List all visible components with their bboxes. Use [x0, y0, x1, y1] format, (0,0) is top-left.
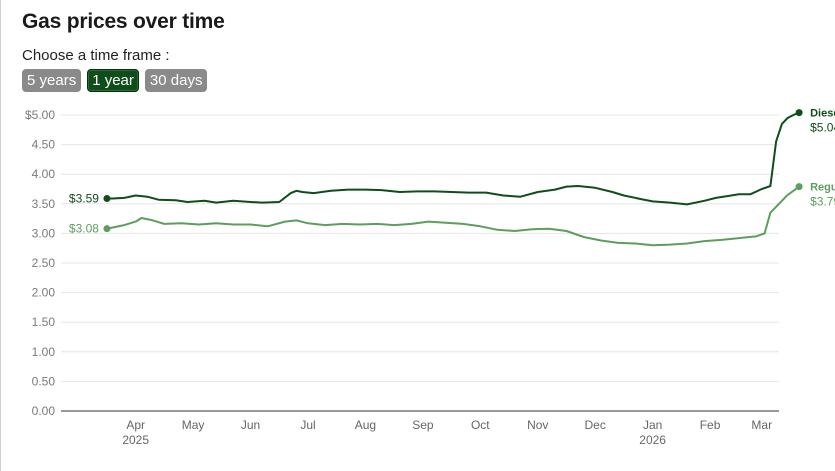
x-tick-label: Oct — [471, 418, 490, 432]
regular-end-marker — [795, 183, 803, 191]
diesel-start-label: $3.59 — [69, 191, 99, 205]
time-frame-selector: 5 years 1 year 30 days — [22, 69, 208, 92]
y-tick-label: 1.00 — [32, 345, 56, 359]
y-tick-label: $5.00 — [25, 108, 55, 122]
time-frame-label: Choose a time frame : — [22, 47, 170, 64]
y-tick-label: 4.50 — [32, 138, 56, 152]
x-tick-label: Jan — [643, 418, 662, 432]
x-tick-year-label: 2026 — [639, 433, 666, 447]
regular-line — [106, 185, 800, 247]
y-tick-label: 2.00 — [32, 286, 56, 300]
time-frame-30-days-button[interactable]: 30 days — [144, 69, 208, 92]
x-tick-label: Sep — [412, 418, 434, 432]
regular-start-label: $3.08 — [69, 222, 99, 236]
diesel-start-marker — [103, 194, 111, 202]
time-frame-5-years-button[interactable]: 5 years — [22, 69, 82, 92]
y-tick-label: 2.50 — [32, 256, 56, 270]
x-tick-year-label: 2025 — [122, 433, 149, 447]
x-tick-label: May — [182, 418, 205, 432]
x-tick-label: Jun — [241, 418, 260, 432]
regular-series-name: Regular — [810, 182, 835, 194]
regular-end-label: $3.79 — [810, 195, 835, 209]
y-tick-label: 3.00 — [32, 226, 56, 240]
x-tick-label: Nov — [527, 418, 548, 432]
diesel-end-marker — [795, 109, 803, 117]
x-tick-label: Aug — [355, 418, 376, 432]
y-tick-label: 0.50 — [32, 374, 56, 388]
diesel-line — [107, 111, 800, 206]
y-tick-label: 0.00 — [32, 404, 56, 418]
time-frame-1-year-button[interactable]: 1 year — [87, 69, 139, 92]
diesel-series-name: Diesel — [810, 108, 835, 120]
x-tick-label: Dec — [585, 418, 606, 432]
chart-title: Gas prices over time — [22, 10, 225, 33]
diesel-end-label: $5.04 — [810, 121, 835, 135]
x-tick-label: Apr — [126, 418, 145, 432]
y-tick-label: 1.50 — [32, 315, 56, 329]
regular-start-marker — [103, 225, 111, 233]
x-tick-label: Jul — [300, 418, 315, 432]
y-tick-label: 4.00 — [32, 167, 56, 181]
y-tick-label: 3.50 — [32, 197, 56, 211]
x-tick-label: Feb — [700, 418, 721, 432]
x-tick-label: Mar — [751, 418, 772, 432]
